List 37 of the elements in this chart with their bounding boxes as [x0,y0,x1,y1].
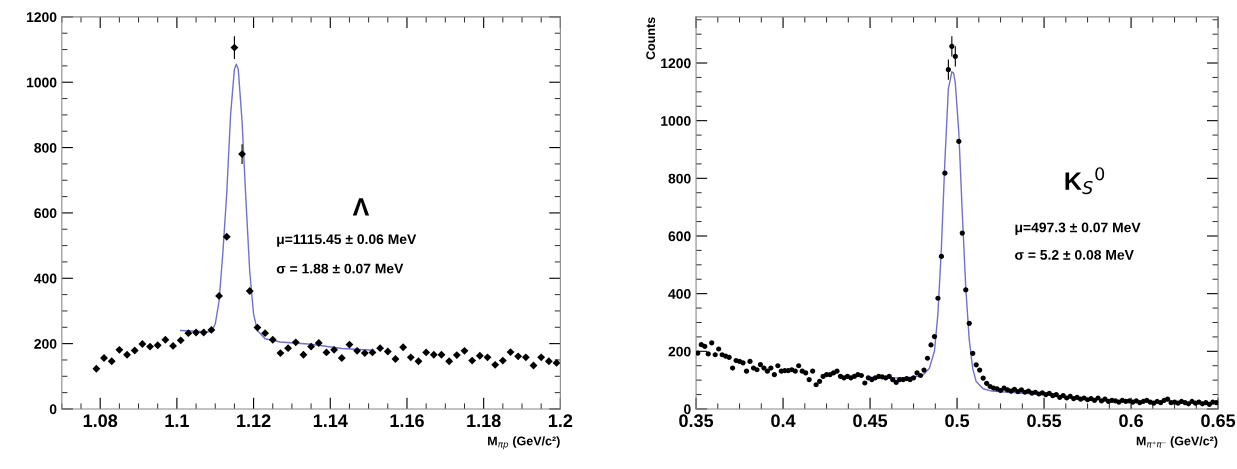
y-tick-label: 600 [668,231,691,242]
y-tick-label: 600 [34,208,57,219]
x-tick-label: 0.6 [1119,414,1143,428]
x-tick-label: 1.2 [548,414,573,427]
annotation: Λ [352,198,370,216]
x-tick-label: 0.45 [853,414,888,428]
annotation: σ = 5.2 ± 0.08 MeV [1015,249,1134,260]
y-tick-label: 800 [34,142,57,153]
x-axis-title: M$_{π⁺π⁻}$ (GeV/c²) [1136,436,1218,448]
y-tick-label: 800 [668,173,691,184]
annotation: μ=497.3 ± 0.07 MeV [1015,222,1141,236]
x-tick-label: 1.14 [313,414,348,427]
x-tick-label: 0.5 [945,414,970,428]
x-tick-label: 1.12 [237,414,271,427]
annotation: σ = 1.88 ± 0.07 MeV [276,263,404,274]
annotation: μ=1115.45 ± 0.06 MeV [277,234,417,247]
x-tick-label: 1.18 [467,414,501,428]
x-tick-label: 0.35 [679,414,714,428]
x-tick-label: 0.65 [1201,414,1236,428]
y-tick-label: 1000 [26,77,57,88]
y-tick-label: 400 [668,288,691,299]
annotation: K$_{S}$$^{0}$ [1065,167,1105,195]
y-tick-label: 1200 [26,12,57,23]
y-tick-label: 1200 [661,58,691,69]
x-tick-label: 1.08 [83,414,118,428]
x-tick-label: 0.55 [1027,414,1062,428]
y-axis-title: Counts [646,17,656,60]
x-tick-label: 1.16 [390,414,424,428]
y-tick-label: 200 [668,346,691,357]
x-tick-label: 1.1 [165,414,189,427]
x-axis-title: M$_{πp}$ (GeV/c²) [488,436,560,450]
y-tick-label: 0 [49,404,57,415]
y-tick-label: 0 [684,404,691,415]
y-tick-label: 1000 [661,116,691,126]
x-tick-label: 0.4 [771,414,796,428]
y-tick-label: 400 [34,273,57,284]
y-tick-label: 200 [34,338,57,349]
